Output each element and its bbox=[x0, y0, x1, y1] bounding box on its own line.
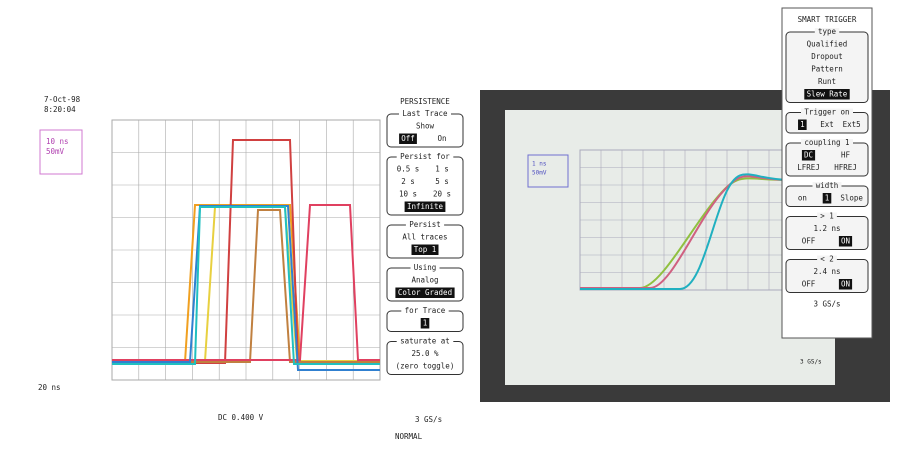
menu-section bbox=[786, 217, 868, 250]
menu-title: SMART TRIGGER bbox=[798, 15, 857, 24]
menu-option: 0.5 s bbox=[397, 164, 420, 173]
section-heading: for Trace bbox=[405, 306, 446, 315]
menu-option: 20 s bbox=[433, 189, 451, 198]
menu-option: Pattern bbox=[811, 64, 843, 73]
section-heading: Trigger on bbox=[804, 108, 849, 117]
screenshot: 7-Oct-98 8:20:04 10 ns 50mV 20 ns DC 0.4… bbox=[0, 0, 898, 457]
menu-option: OFF bbox=[802, 279, 816, 288]
menu-option: Off bbox=[401, 134, 415, 143]
menu-option: 5 s bbox=[435, 177, 449, 186]
menu-option: Show bbox=[416, 121, 435, 130]
section-heading: saturate at bbox=[400, 337, 450, 346]
section-heading: type bbox=[818, 27, 837, 36]
section-heading: Persist for bbox=[400, 152, 450, 161]
menu-option: HFREJ bbox=[834, 163, 857, 172]
channel-label: 50mV bbox=[46, 147, 65, 156]
section-heading: < 2 bbox=[820, 255, 834, 264]
menu-option: 10 s bbox=[399, 189, 417, 198]
menu-option: Ext5 bbox=[843, 120, 861, 129]
menu-option: 1.2 ns bbox=[813, 224, 840, 233]
channel-label: 50mV bbox=[532, 170, 547, 177]
menu-option: ON bbox=[841, 236, 850, 245]
canvas: 7-Oct-98 8:20:04 10 ns 50mV 20 ns DC 0.4… bbox=[0, 0, 898, 457]
menu-footer: 3 GS/s bbox=[813, 300, 840, 309]
menu-option: HF bbox=[841, 150, 851, 159]
menu-option: 25.0 % bbox=[411, 349, 439, 358]
menu-option: Qualified bbox=[807, 39, 848, 48]
channel-label: 1 ns bbox=[532, 161, 547, 168]
sample-rate: 3 GS/s bbox=[800, 359, 822, 366]
section-heading: Persist bbox=[409, 220, 441, 229]
section-heading: Last Trace bbox=[402, 109, 448, 118]
menu-option: (zero toggle) bbox=[396, 361, 455, 370]
menu-option: 2.4 ns bbox=[813, 267, 840, 276]
menu-option: Color Graded bbox=[398, 288, 452, 297]
menu-option: 1 bbox=[825, 193, 830, 202]
channel-label: 10 ns bbox=[46, 137, 69, 146]
left-grid bbox=[112, 120, 380, 380]
menu-option: OFF bbox=[802, 236, 816, 245]
menu-option: on bbox=[798, 193, 807, 202]
menu-option: Slope bbox=[840, 193, 863, 202]
menu-option: 1 s bbox=[435, 164, 449, 173]
section-heading: coupling 1 bbox=[804, 138, 849, 147]
menu-option: Dropout bbox=[811, 52, 843, 61]
timebase: 20 ns bbox=[38, 383, 61, 392]
menu-option: On bbox=[437, 134, 446, 143]
menu-option: LFREJ bbox=[797, 163, 820, 172]
section-heading: Using bbox=[414, 263, 437, 272]
menu-title: PERSISTENCE bbox=[400, 97, 450, 106]
section-heading: width bbox=[816, 181, 839, 190]
mode: NORMAL bbox=[395, 432, 423, 441]
menu-option: Top 1 bbox=[414, 245, 437, 254]
menu-option: ON bbox=[841, 279, 850, 288]
menu-option: 2 s bbox=[401, 177, 415, 186]
menu-option: 1 bbox=[800, 120, 805, 129]
sample-rate: 3 GS/s bbox=[415, 415, 442, 424]
menu-option: Slew Rate bbox=[807, 89, 848, 98]
menu-option: Ext bbox=[820, 120, 834, 129]
menu-section bbox=[786, 260, 868, 293]
section-heading: > 1 bbox=[820, 212, 834, 221]
menu-option: Infinite bbox=[407, 202, 444, 211]
menu-option: 1 bbox=[423, 318, 428, 327]
timestamp: 8:20:04 bbox=[44, 105, 76, 114]
menu-option: All traces bbox=[402, 232, 447, 241]
menu-option: Runt bbox=[818, 77, 836, 86]
trigger-level: DC 0.400 V bbox=[218, 413, 264, 422]
menu-section bbox=[387, 114, 463, 147]
timestamp: 7-Oct-98 bbox=[44, 95, 81, 104]
menu-option: DC bbox=[804, 150, 813, 159]
menu-option: Analog bbox=[411, 275, 438, 284]
